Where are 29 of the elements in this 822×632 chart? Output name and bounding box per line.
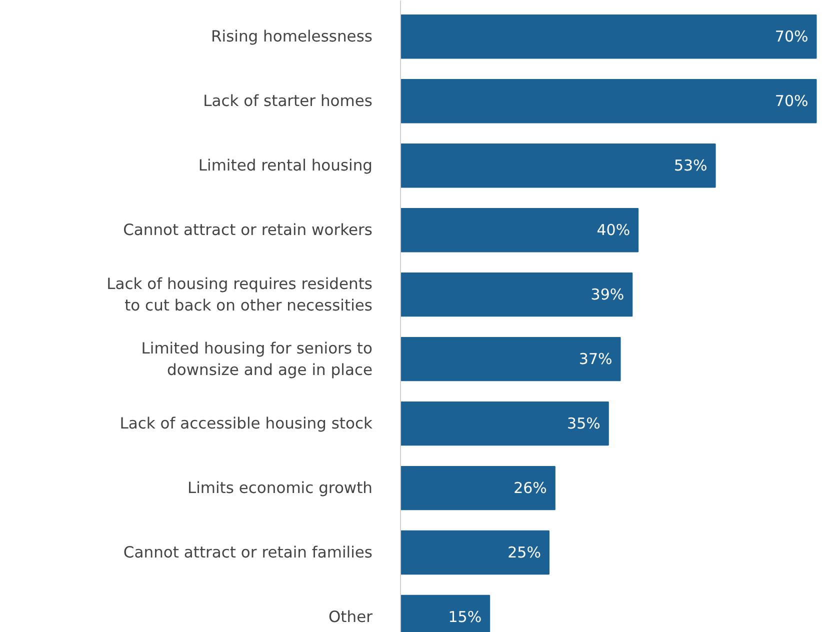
bar: [400, 336, 621, 382]
y-tick-label: Limited rental housing: [198, 156, 373, 175]
data-label: 40%: [596, 221, 630, 240]
y-tick-label: Lack of housing requires residents to cut back on other necessities: [106, 274, 373, 314]
data-label: 37%: [578, 350, 612, 368]
bar: [400, 466, 556, 510]
data-label: 26%: [514, 479, 547, 498]
data-label: 70%: [774, 92, 808, 110]
data-label: 70%: [774, 28, 808, 46]
y-tick-label: Rising homelessness: [211, 28, 373, 46]
data-label: 25%: [508, 544, 541, 562]
y-tick-label: Cannot attract or retain workers: [123, 221, 373, 240]
data-label: 15%: [448, 608, 482, 626]
y-tick-label: Lack of starter homes: [203, 92, 373, 110]
bar: [400, 14, 817, 59]
data-label: 35%: [567, 414, 600, 433]
y-tick-label: Cannot attract or retain families: [123, 544, 373, 562]
y-tick-label: Limited housing for seniors to downsize and age in place: [141, 339, 373, 379]
y-tick-label: Other: [328, 608, 374, 626]
bar: [400, 272, 633, 317]
bar: [400, 79, 817, 124]
data-label: 53%: [674, 156, 708, 175]
bar: [400, 530, 550, 575]
bar: [400, 208, 639, 252]
y-tick-label: Lack of accessible housing stock: [120, 414, 373, 433]
data-label: 39%: [590, 286, 624, 304]
bar: [400, 401, 609, 446]
bar: [400, 143, 716, 188]
y-tick-label: Limits economic growth: [187, 479, 372, 498]
